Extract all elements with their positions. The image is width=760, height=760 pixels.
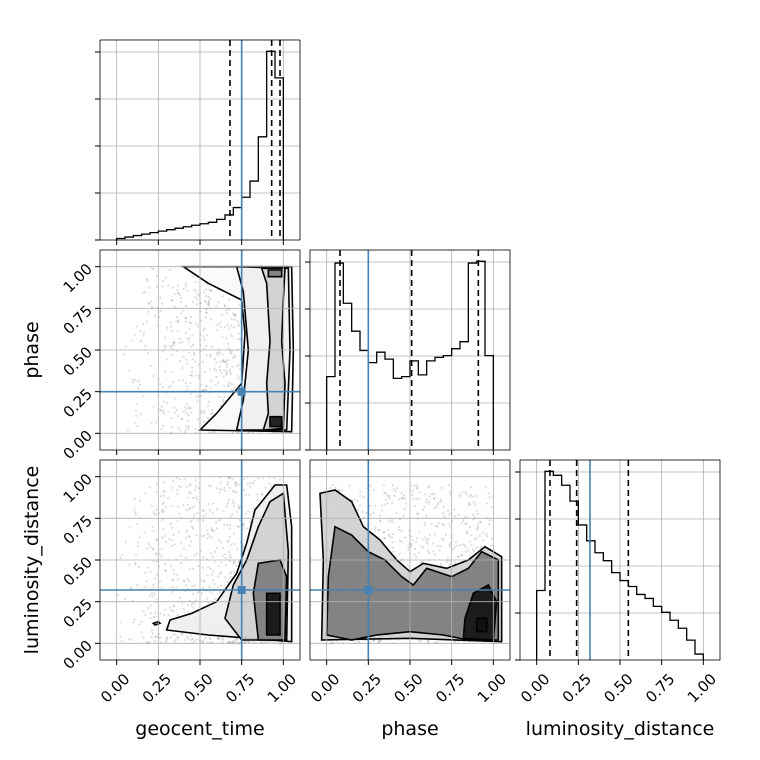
panel-geocent_time-luminosity_distance: 0.00 0.25 0.50 0.75 1.00	[60, 459, 301, 673]
panel-geocent_time-phase: 0.00 0.25 0.50 0.75 1.00	[60, 249, 301, 463]
x-tick-label: 0.75	[432, 670, 468, 706]
y-tick-label: 0.25	[60, 595, 96, 631]
y-tick-label: 0.00	[60, 427, 96, 463]
x-tick-label: 0.75	[642, 670, 678, 706]
hist-step	[536, 470, 704, 660]
x-tick-label: 0.75	[222, 670, 258, 706]
contour	[151, 620, 162, 626]
hist-panel-geocent_time	[95, 39, 301, 241]
x-axis-label: phase	[381, 718, 438, 740]
hist-panel-luminosity_distance	[515, 459, 721, 661]
y-tick-label: 0.25	[60, 385, 96, 421]
contour	[475, 617, 488, 633]
hist-step	[116, 50, 284, 240]
contour	[265, 592, 281, 636]
x-tick-label: 0.25	[139, 670, 175, 706]
x-axis-label: luminosity_distance	[526, 718, 715, 740]
x-tick-label: 0.25	[349, 670, 385, 706]
x-tick-label: 1.00	[684, 670, 720, 706]
y-tick-label: 1.00	[60, 470, 96, 506]
y-tick-label: 0.75	[60, 512, 96, 548]
contour	[325, 525, 500, 641]
x-tick-label: 1.00	[264, 670, 300, 706]
x-tick-label: 0.50	[600, 670, 636, 706]
x-tick-label: 0.25	[559, 670, 595, 706]
hist-step	[326, 260, 494, 450]
x-tick-label: 0.00	[307, 670, 343, 706]
panel-phase-luminosity_distance	[309, 459, 511, 661]
truth-marker	[237, 387, 246, 396]
truth-marker	[364, 586, 373, 594]
y-tick-label: 1.00	[60, 260, 96, 296]
y-tick-label: 0.50	[60, 553, 96, 589]
hist-panel-phase	[305, 249, 511, 451]
x-tick-label: 0.00	[97, 670, 133, 706]
y-tick-label: 0.00	[60, 637, 96, 673]
x-tick-label: 0.50	[180, 670, 216, 706]
y-axis-label: luminosity_distance	[21, 466, 43, 655]
x-tick-label: 0.00	[517, 670, 553, 706]
contour	[267, 269, 283, 278]
truth-marker	[237, 586, 246, 594]
contour	[269, 415, 283, 428]
contour	[260, 267, 286, 431]
y-tick-label: 0.75	[60, 302, 96, 338]
y-tick-label: 0.50	[60, 343, 96, 379]
x-axis-label: geocent_time	[135, 718, 264, 740]
x-tick-label: 1.00	[474, 670, 510, 706]
y-axis-label: phase	[21, 321, 43, 378]
x-tick-label: 0.50	[390, 670, 426, 706]
